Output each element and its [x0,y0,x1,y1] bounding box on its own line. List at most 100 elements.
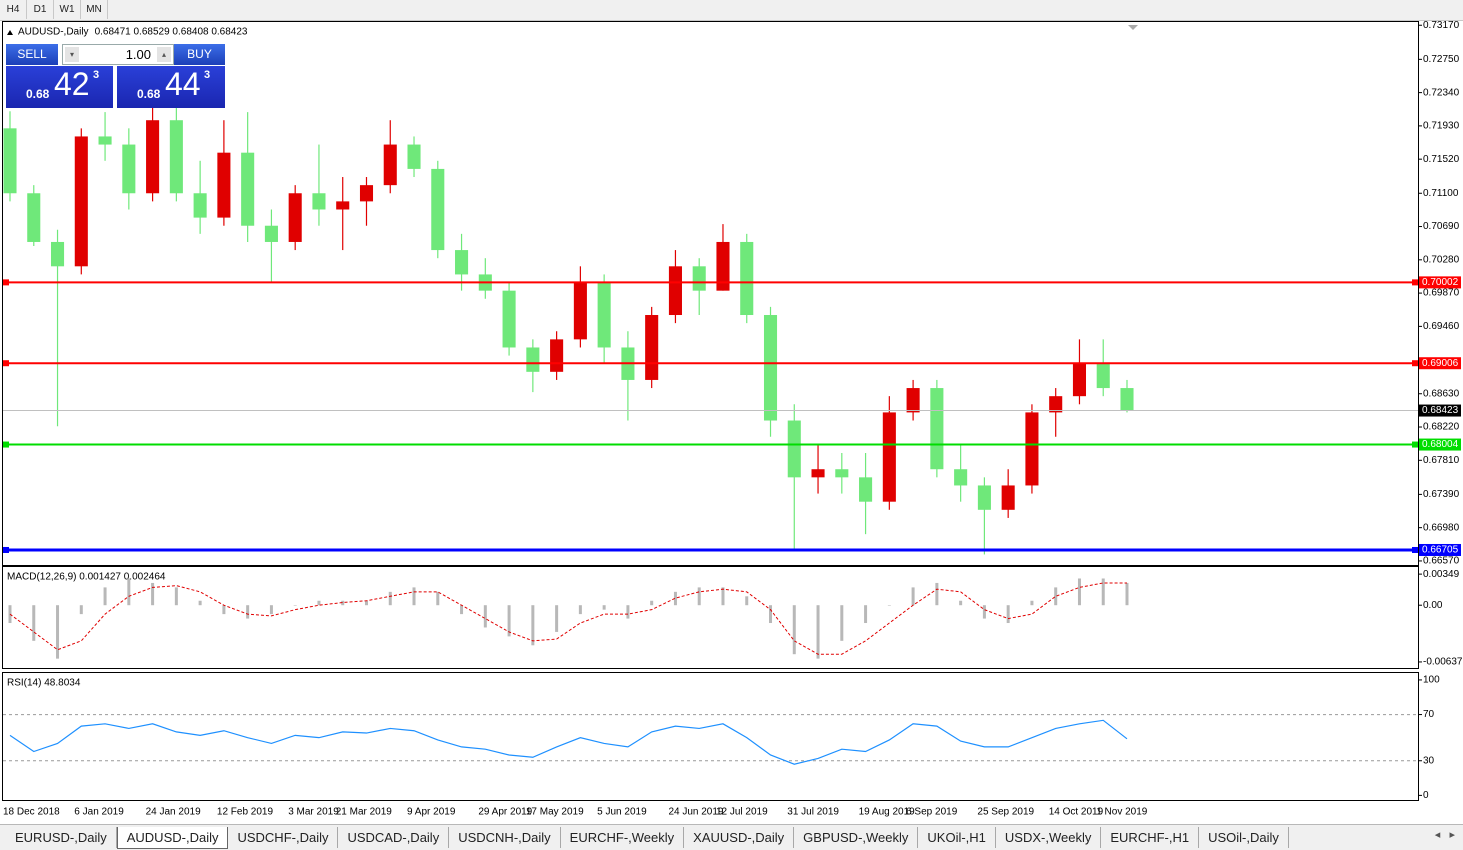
lot-input[interactable]: ▾ 1.00 ▴ [62,44,174,65]
macd-bar [103,587,107,606]
x-tick-label: 1 Nov 2019 [1096,807,1148,818]
chart-tab[interactable]: USDCAD-,Daily [338,827,450,848]
candle-body [550,339,564,372]
macd-bar [1030,600,1034,606]
macd-bar [483,605,487,628]
macd-bar [317,600,321,606]
chart-tabs: EURUSD-,Daily AUDUSD-,Daily USDCHF-,Daily U… [0,824,1463,850]
x-tick-label: 9 Apr 2019 [407,807,456,818]
candle-body [1025,412,1039,486]
timeframe-button[interactable]: W1 [54,0,81,19]
macd-bar [127,578,131,606]
timeframe-button[interactable]: H4 [0,0,27,19]
level-handle [3,360,9,367]
candle-body [1120,388,1134,411]
macd-bar [578,605,582,615]
chart: 0.73170 0.72750 0.72340 0.71930 0.71520 0.711… [2,19,1463,818]
candle-body [431,168,445,251]
macd-bar [436,591,440,606]
level-badge [1419,276,1461,289]
candle-body [27,193,41,242]
timeframe-button[interactable]: D1 [27,0,54,19]
chart-tab[interactable]: USDX-,Weekly [996,827,1102,848]
chart-tab[interactable]: XAUUSD-,Daily [684,827,795,848]
candle-body [977,485,991,510]
chart-tab[interactable]: EURCHF-,Weekly [561,827,685,848]
candle-body [288,193,302,242]
candle-body [217,152,231,218]
candle-body [716,241,730,291]
macd-bar [412,587,416,606]
macd-bar [1101,578,1105,606]
candle-body [906,388,920,413]
macd-bar [1077,578,1081,606]
y-tick-label: 0 [1423,790,1429,801]
price-prefix: 0.68 [26,87,50,101]
y-tick-label: 0.00 [1423,600,1443,611]
y-tick-label: 0.72750 [1423,54,1460,65]
macd-bar [555,605,559,632]
macd-bar [840,605,844,641]
chart-tab[interactable]: AUDUSD-,Daily [116,827,229,849]
chart-tab[interactable]: UKOil-,H1 [918,827,996,848]
chart-tab[interactable]: USDCNH-,Daily [449,827,561,848]
candle-body [859,477,873,502]
macd-bar [460,605,464,615]
panel-frame [2,672,1419,801]
macd-bar [507,605,511,637]
collapse-icon [7,30,13,35]
chart-tab[interactable]: GBPUSD-,Weekly [794,827,919,848]
chart-tab[interactable]: USOil-,Daily [1199,827,1289,848]
x-tick-label: 14 Oct 2019 [1049,807,1104,818]
y-tick-label: 0.66570 [1423,556,1460,567]
x-tick-label: 6 Jan 2019 [74,807,124,818]
sell-button[interactable]: SELL [6,44,58,65]
candle-body [502,290,516,348]
lot-value[interactable]: 1.00 [125,47,151,62]
y-tick-label: 0.69870 [1423,288,1460,299]
macd-bar [626,605,630,619]
buy-price[interactable]: 0.68 44 3 [117,66,225,108]
y-tick-label: 70 [1423,709,1435,720]
candle-body [692,266,706,291]
candle-body [954,469,968,486]
y-tick-label: 0.70280 [1423,254,1460,265]
macd-bar [151,582,155,606]
chart-tab[interactable]: EURCHF-,H1 [1101,827,1200,848]
spin-down[interactable]: ▾ [65,47,79,62]
timeframe-button[interactable]: MN [81,0,108,19]
candle-body [3,128,17,194]
spin-up[interactable]: ▴ [157,47,171,62]
rsi-line [9,719,1128,765]
sell-price[interactable]: 0.68 42 3 [6,66,113,108]
macd-bar [745,596,749,606]
macd-bar [1054,587,1058,606]
chart-tab[interactable]: EURUSD-,Daily [6,827,117,848]
level-handle [1412,360,1418,367]
macd-bar [982,605,986,619]
chart-tab[interactable]: USDCHF-,Daily [228,827,339,848]
x-tick-label: 31 Jul 2019 [787,807,839,818]
signal-line [9,582,1127,655]
macd-bar [769,605,773,624]
tab-scroll[interactable]: ◂ ▸ [1434,829,1455,841]
x-tick-label: 21 Mar 2019 [336,807,393,818]
panel-title: MACD(12,26,9) 0.001427 0.002464 [7,572,166,583]
candle-body [193,193,207,218]
level-handle [1412,441,1418,448]
y-tick-label: 0.72340 [1423,87,1460,98]
macd-bar [816,605,820,659]
x-tick-label: 29 Apr 2019 [478,807,532,818]
ohlc-values: 0.68471 0.68529 0.68408 0.68423 [95,27,248,38]
y-tick-label: 30 [1423,755,1435,766]
buy-button[interactable]: BUY [174,44,225,65]
level-handle [3,279,9,286]
x-tick-label: 17 May 2019 [526,807,584,818]
macd-bar [32,605,36,641]
macd-bar [293,605,297,606]
x-tick-label: 12 Jul 2019 [716,807,768,818]
level-handle [3,441,9,448]
macd-bar [341,600,345,606]
macd-bar [697,587,701,606]
price-prefix: 0.68 [137,87,161,101]
